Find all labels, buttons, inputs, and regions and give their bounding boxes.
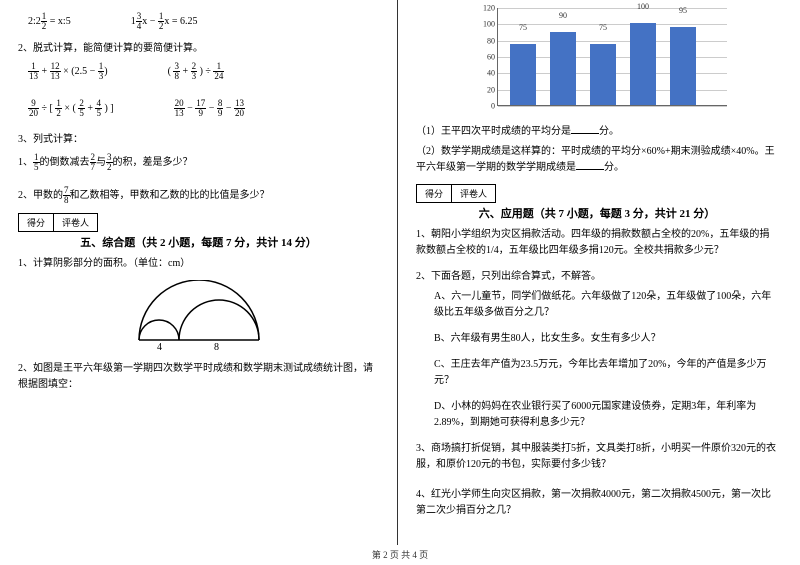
arch-figure: 4 8 (18, 280, 379, 353)
chart-bar (590, 44, 616, 105)
p3-2-suffix: 和乙数相等，甲数和乙数的比的比值是多少？ (70, 190, 270, 201)
reviewer-cell: 评卷人 (54, 213, 98, 232)
score-cell: 得分 (18, 213, 54, 232)
p3-1-prefix: 1、 (18, 157, 33, 168)
y-axis-label: 0 (491, 102, 495, 111)
section-6-title: 六、应用题（共 7 小题，每题 3 分，共计 21 分） (416, 205, 778, 221)
right-column: 75 90 75 100 95 0 20 40 60 80 100 120 （1）王平四次平时成绩的… (398, 0, 796, 545)
equation-row-1: 2:212 = x:5 134x − 12x = 6.25 (28, 12, 379, 31)
q6-2d: D、小林的妈妈在农业银行买了6000元国家建设债券，定期3年，年利率为2.89%… (434, 399, 778, 431)
problem-3-1: 1、15的倒数减去27与32的积，差是多少？ (18, 153, 379, 172)
q6-2a: A、六一儿童节，同学们做纸花。六年级做了120朵，五年级做了100朵，六年级比五… (434, 289, 778, 321)
q6-2: 2、下面各题，只列出综合算式，不解答。 (416, 269, 778, 285)
eq-1b: 134x − 12x = 6.25 (131, 12, 198, 31)
p3-1-mid1: 的倒数减去 (40, 157, 90, 168)
blank-1 (571, 124, 599, 134)
q6-1: 1、朝阳小学组织为灾区捐款活动。四年级的捐款数额占全校的20%，五年级的捐款数额… (416, 227, 778, 259)
r1-suffix: 分。 (599, 126, 619, 137)
chart-bar (510, 44, 536, 105)
r2-suffix: 分。 (604, 162, 624, 173)
q5-1: 1、计算阴影部分的面积。（单位：cm） (18, 256, 379, 272)
q6-2c: C、王庄去年产值为23.5万元，今年比去年增加了20%，今年的产值是多少万元？ (434, 357, 778, 389)
equation-row-2b: 920 ÷ [ 12 × ( 25 + 45 ) ] 2013 − 179 − … (28, 99, 379, 118)
q6-2b: B、六年级有男生80人，比女生多。女生有多少人？ (434, 331, 778, 347)
arch-label-4: 4 (157, 342, 162, 350)
score-cell: 得分 (416, 184, 452, 203)
chart-bar (550, 32, 576, 106)
p3-1-mid2: 与 (96, 157, 106, 168)
p3-2-prefix: 2、甲数的 (18, 190, 63, 201)
reviewer-cell: 评卷人 (452, 184, 496, 203)
bar-chart: 75907510095 020406080100120 (467, 8, 727, 118)
eq-1a: 2:212 = x:5 (28, 12, 71, 31)
left-column: 2:212 = x:5 134x − 12x = 6.25 2、脱式计算，能简便… (0, 0, 398, 545)
eq-2a: 113 + 1213 × (2.5 − 13) (28, 62, 108, 81)
blank-2 (576, 160, 604, 170)
bar-value-label: 95 (670, 6, 696, 15)
y-axis-label: 40 (487, 69, 495, 78)
y-axis-label: 80 (487, 36, 495, 45)
eq-2c: 920 ÷ [ 12 × ( 25 + 45 ) ] (28, 99, 114, 118)
score-box-6: 得分 评卷人 (416, 184, 778, 203)
p3-1-suffix: 的积，差是多少？ (113, 157, 193, 168)
eq-2d: 2013 − 179 − 89 − 1320 (174, 99, 245, 118)
bar-value-label: 75 (510, 23, 536, 32)
r1-text: （1）王平四次平时成绩的平均分是 (416, 126, 571, 137)
arch-label-8: 8 (214, 342, 219, 350)
chart-bar (630, 23, 656, 105)
problem-3-2: 2、甲数的78和乙数相等，甲数和乙数的比的比值是多少？ (18, 186, 379, 205)
y-axis-label: 100 (483, 20, 495, 29)
problem-3-title: 3、列式计算： (18, 132, 379, 147)
problem-2-title: 2、脱式计算，能简便计算的要简便计算。 (18, 41, 379, 56)
q6-3: 3、商场搞打折促销，其中服装类打5折，文具类打8折，小明买一件原价320元的衣服… (416, 441, 778, 473)
y-axis-label: 60 (487, 53, 495, 62)
eq-2b: ( 38 + 23 ) ÷ 124 (168, 62, 225, 81)
y-axis-label: 20 (487, 85, 495, 94)
score-box-5: 得分 评卷人 (18, 213, 379, 232)
r-q2: （2）数学学期成绩是这样算的：平时成绩的平均分×60%+期末测验成绩×40%。王… (416, 144, 778, 176)
equation-row-2a: 113 + 1213 × (2.5 − 13) ( 38 + 23 ) ÷ 12… (28, 62, 379, 81)
q5-2: 2、如图是王平六年级第一学期四次数学平时成绩和数学期末测试成绩统计图，请根据图填… (18, 361, 379, 393)
chart-bar (670, 27, 696, 105)
y-axis-label: 120 (483, 4, 495, 13)
bar-value-label: 75 (590, 23, 616, 32)
bar-value-label: 90 (550, 11, 576, 20)
r-q1: （1）王平四次平时成绩的平均分是 分。 (416, 124, 778, 140)
page-footer: 第 2 页 共 4 页 (0, 548, 800, 561)
bar-value-label: 100 (630, 2, 656, 11)
q6-4: 4、红光小学师生向灾区捐款，第一次捐款4000元，第二次捐款4500元，第一次比… (416, 487, 778, 519)
section-5-title: 五、综合题（共 2 小题，每题 7 分，共计 14 分） (18, 234, 379, 250)
